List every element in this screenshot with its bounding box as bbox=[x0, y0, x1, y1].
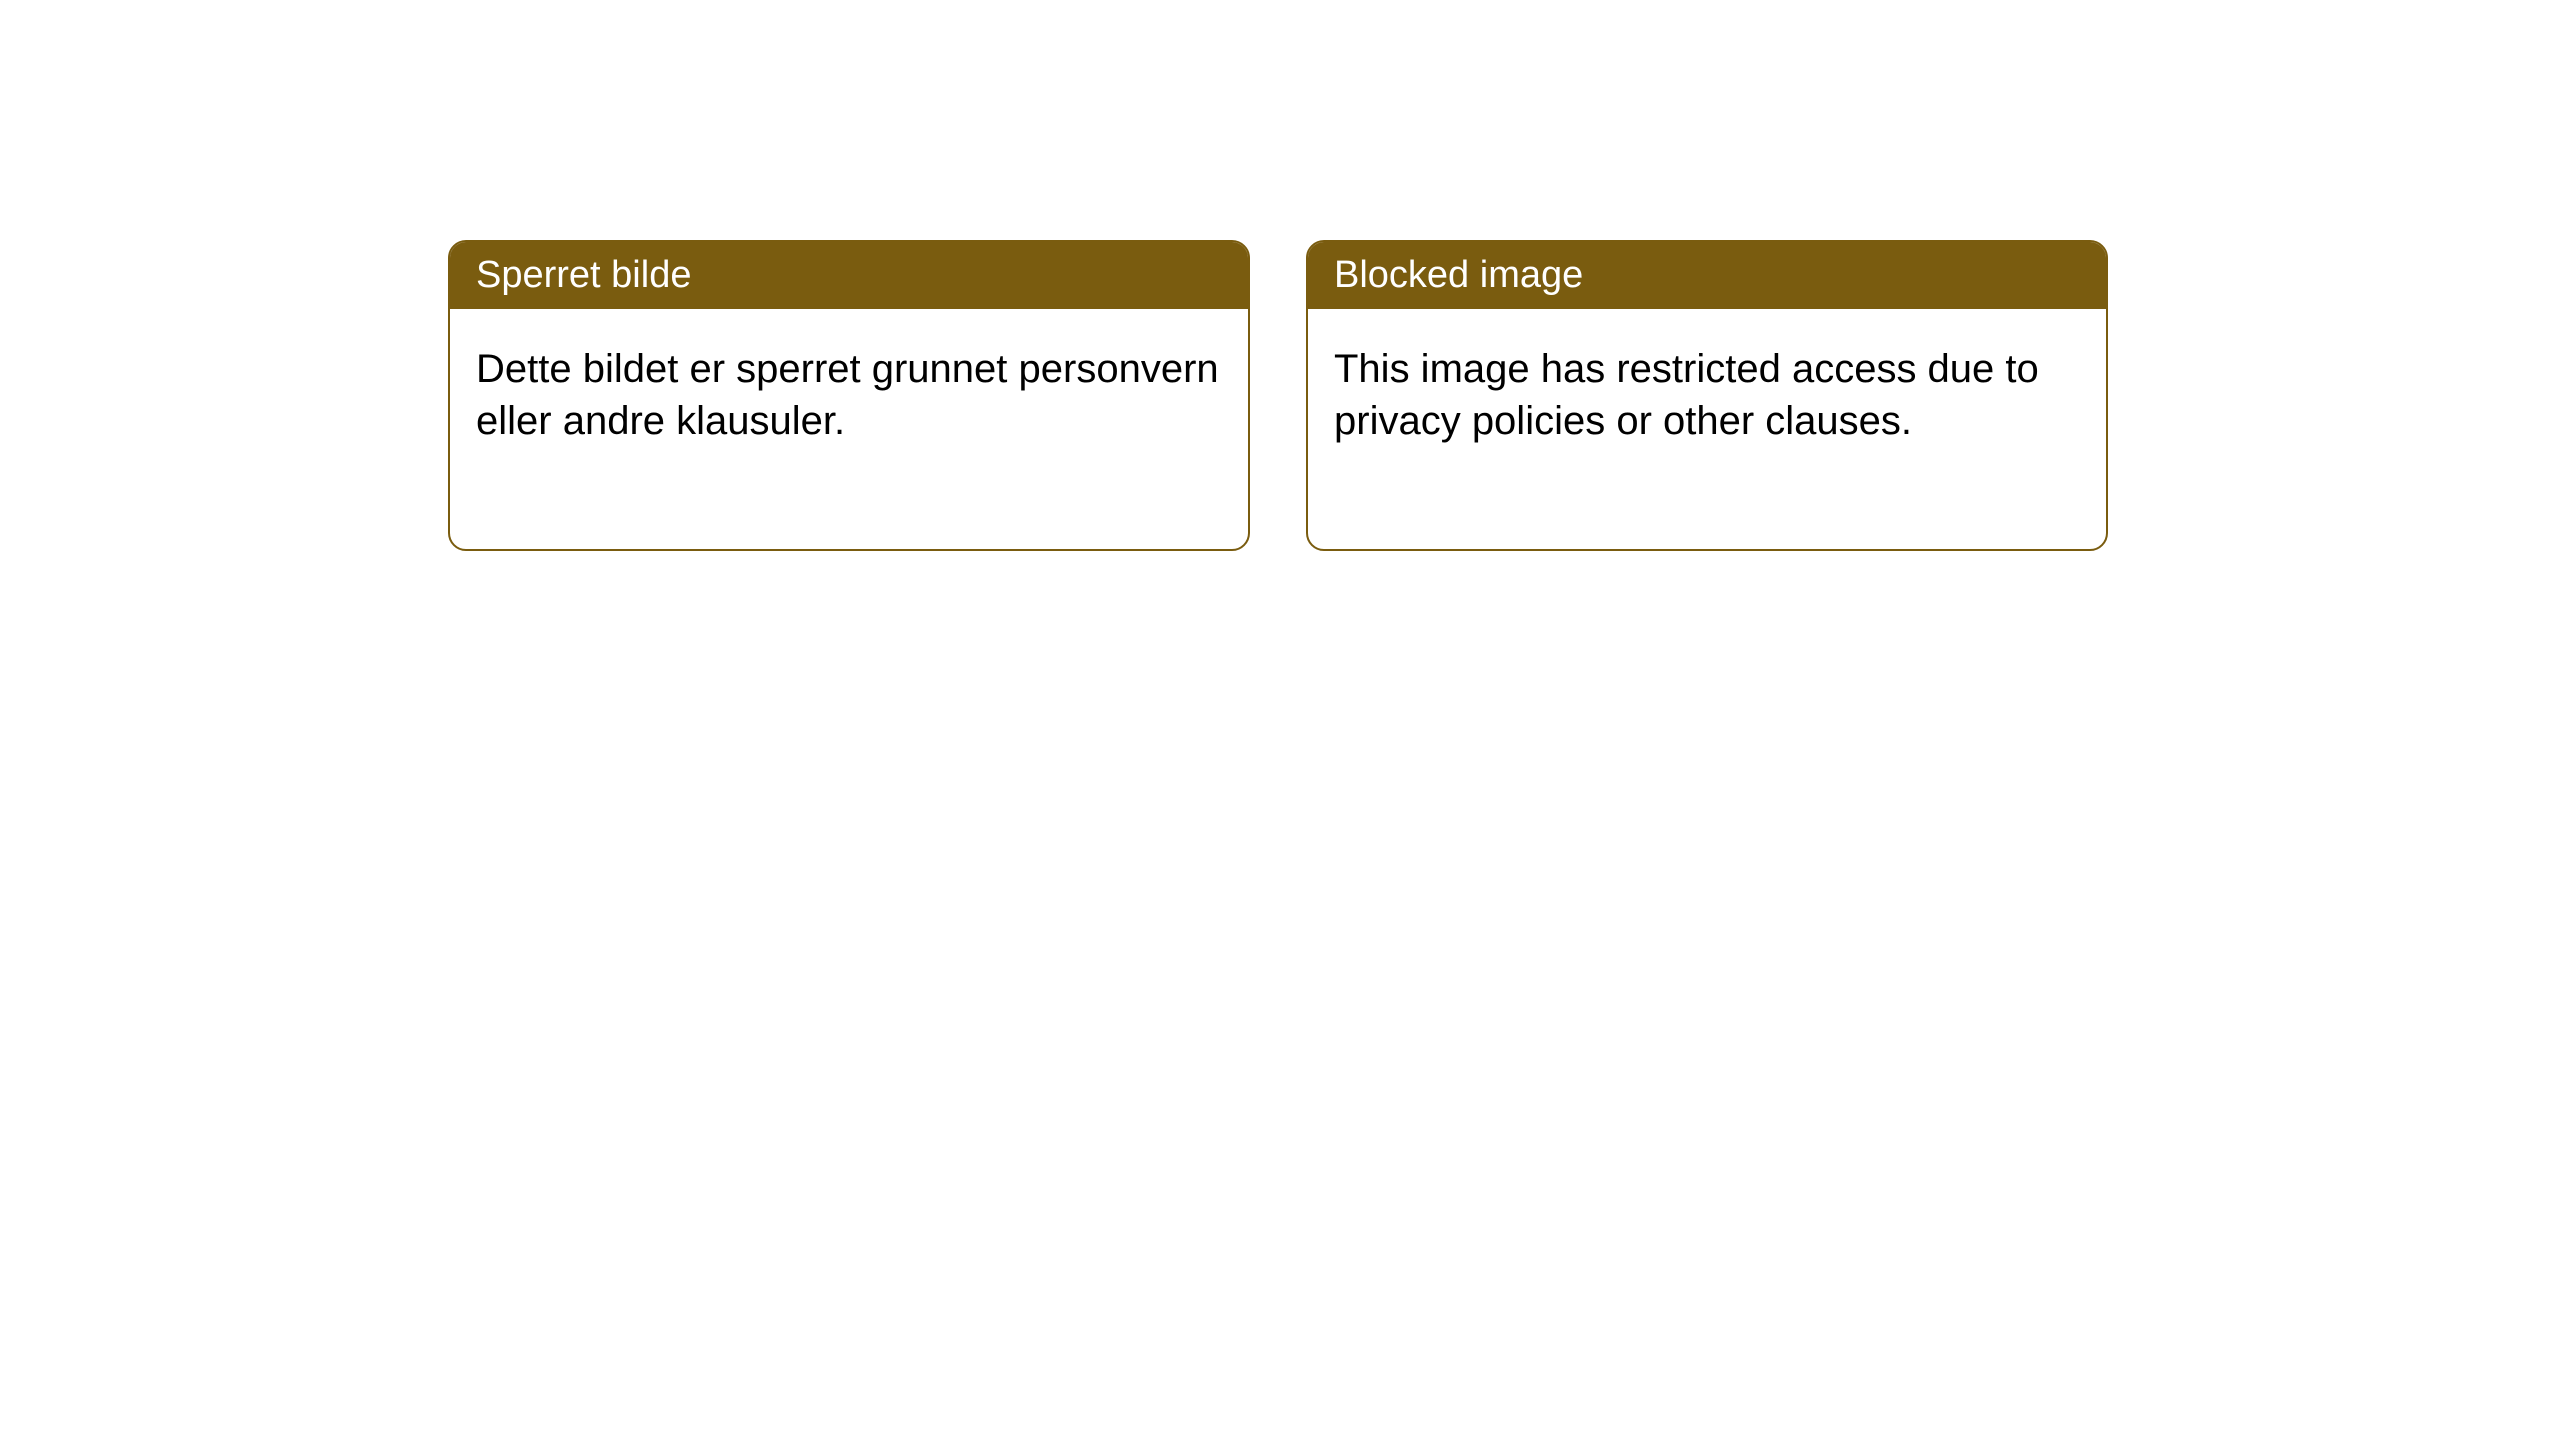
notice-box-norwegian: Sperret bilde Dette bildet er sperret gr… bbox=[448, 240, 1250, 551]
notice-title: Blocked image bbox=[1334, 254, 1583, 296]
notice-header: Sperret bilde bbox=[450, 242, 1248, 309]
notice-box-english: Blocked image This image has restricted … bbox=[1306, 240, 2108, 551]
notice-container: Sperret bilde Dette bildet er sperret gr… bbox=[448, 240, 2108, 551]
notice-header: Blocked image bbox=[1308, 242, 2106, 309]
notice-message: This image has restricted access due to … bbox=[1334, 347, 2039, 443]
notice-body: This image has restricted access due to … bbox=[1308, 309, 2106, 549]
notice-title: Sperret bilde bbox=[476, 254, 691, 296]
notice-body: Dette bildet er sperret grunnet personve… bbox=[450, 309, 1248, 549]
notice-message: Dette bildet er sperret grunnet personve… bbox=[476, 347, 1219, 443]
